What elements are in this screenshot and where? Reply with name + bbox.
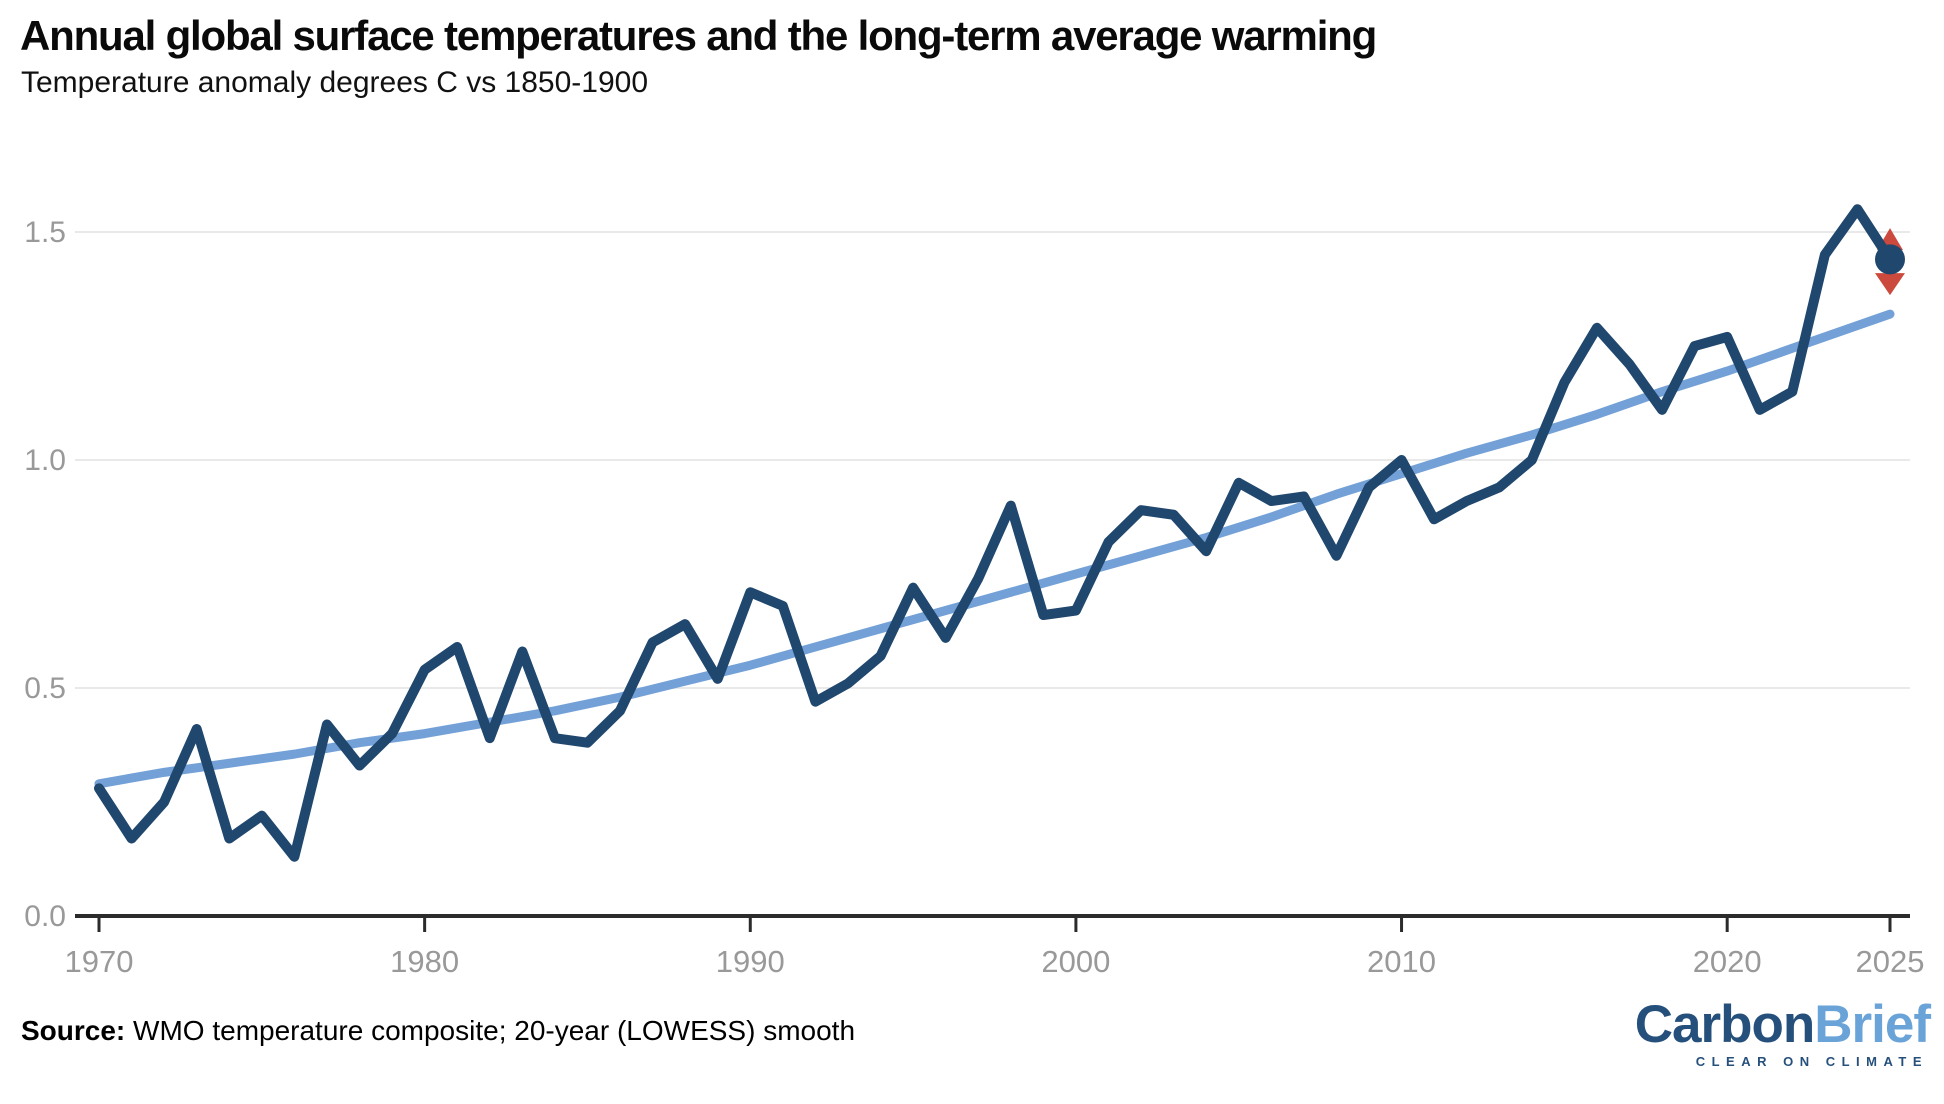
logo-wordmark: CarbonBrief: [1634, 995, 1931, 1054]
carbonbrief-logo: CarbonBrief CLEAR ON CLIMATE: [1634, 995, 1931, 1070]
logo-tagline: CLEAR ON CLIMATE: [1695, 1054, 1928, 1070]
x-tick-label-2010: 2010: [1367, 944, 1436, 979]
logo-text-carbon: Carbon: [1634, 995, 1815, 1054]
x-tick-label-2020: 2020: [1693, 944, 1762, 979]
source-label: Source:: [21, 1015, 126, 1046]
x-tick-label-2000: 2000: [1041, 944, 1110, 979]
x-tick-label-1980: 1980: [390, 944, 459, 979]
x-tick-label-1990: 1990: [716, 944, 785, 979]
chart-title: Annual global surface temperatures and t…: [20, 12, 1377, 59]
y-tick-label-1.5: 1.5: [24, 216, 66, 249]
x-tick-label-2025: 2025: [1856, 944, 1925, 979]
y-tick-label-1.0: 1.0: [24, 444, 66, 477]
x-tick-label-1970: 1970: [65, 944, 134, 979]
estimate-dot-2025: [1875, 244, 1905, 275]
chart-subtitle: Temperature anomaly degrees C vs 1850-19…: [21, 66, 649, 99]
source-note: Source: WMO temperature composite; 20-ye…: [21, 1015, 855, 1047]
source-text: WMO temperature composite; 20-year (LOWE…: [125, 1015, 856, 1046]
y-tick-label-0.0: 0.0: [24, 900, 66, 933]
logo-text-brief: Brief: [1814, 995, 1931, 1054]
estimate-lower-triangle-icon: [1875, 273, 1905, 296]
y-tick-label-0.5: 0.5: [24, 672, 66, 705]
lowess-smooth-line: [94, 309, 1895, 789]
annual-temperature-line: [94, 204, 1895, 862]
